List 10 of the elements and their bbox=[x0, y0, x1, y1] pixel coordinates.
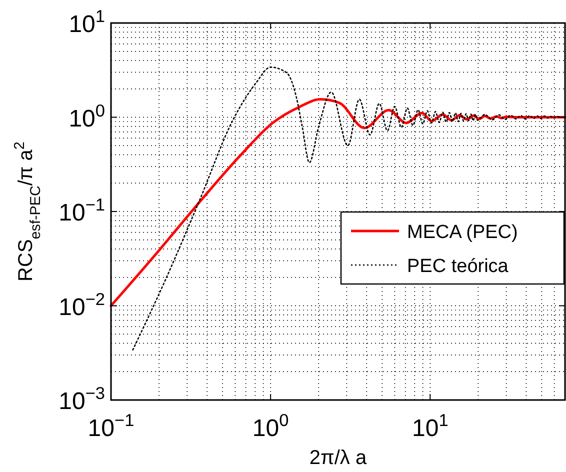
x-axis-title: 2π/λ a bbox=[309, 447, 368, 469]
y-tick-label: 10$^{−2}$ bbox=[58, 288, 105, 321]
y-tick-label: 10$^{−1}$ bbox=[58, 194, 105, 226]
legend-label: PEC teórica bbox=[407, 256, 509, 277]
y-tick-label: 10$^{−3}$ bbox=[58, 383, 105, 415]
x-tick-label: 10$^{1}$ bbox=[412, 410, 448, 442]
legend-label: MECA (PEC) bbox=[407, 222, 518, 243]
y-tick-label: 10$^{0}$ bbox=[68, 100, 105, 132]
y-tick-label: 10$^{1}$ bbox=[68, 6, 105, 38]
x-tick-label: 10$^{0}$ bbox=[252, 410, 289, 442]
